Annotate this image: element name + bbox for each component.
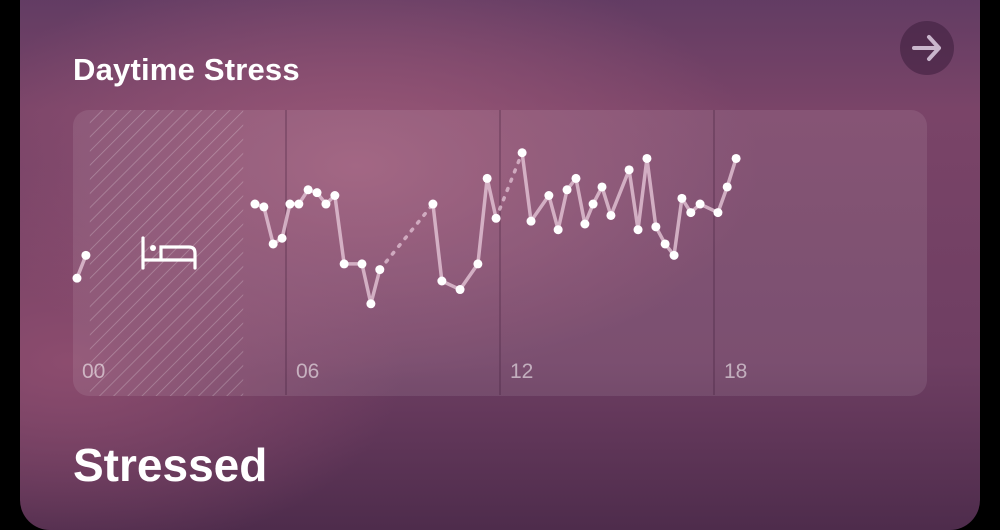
stress-point — [553, 225, 563, 235]
stress-point — [651, 222, 661, 232]
x-tick-label: 18 — [724, 360, 747, 383]
gap-dotted-line — [494, 151, 524, 221]
stress-point — [312, 188, 322, 198]
stress-point — [695, 199, 705, 209]
plot-area — [73, 110, 927, 396]
arrow-right-icon — [912, 35, 941, 61]
x-tick-label: 00 — [82, 360, 105, 383]
stress-point — [669, 250, 679, 260]
gap-dotted-line — [378, 202, 435, 272]
stress-point — [428, 199, 438, 209]
stress-point — [357, 259, 367, 269]
x-tick-label: 12 — [510, 360, 533, 383]
stress-point — [624, 165, 634, 175]
stress-point — [633, 225, 643, 235]
stress-point — [482, 173, 492, 183]
stress-point — [562, 185, 572, 195]
stress-status: Stressed — [73, 439, 268, 491]
stress-point — [544, 191, 554, 200]
stress-point — [713, 208, 723, 218]
sleep-period — [89, 110, 244, 396]
stress-point — [277, 233, 287, 243]
stress-point — [259, 202, 269, 212]
card-title: Daytime Stress — [73, 52, 300, 87]
stress-point — [303, 185, 313, 195]
stress-point — [321, 199, 331, 209]
stress-line — [520, 152, 738, 258]
stress-point — [339, 259, 349, 269]
stress-point — [81, 250, 91, 260]
open-details-button[interactable] — [900, 21, 954, 75]
stress-point — [580, 219, 590, 229]
stress-point — [597, 182, 607, 192]
stress-point — [437, 276, 447, 286]
stress-point — [72, 273, 82, 283]
stress-point — [526, 216, 536, 226]
stress-point — [642, 153, 652, 163]
stress-point — [330, 191, 340, 200]
stress-point — [455, 285, 465, 295]
stress-point — [660, 239, 670, 249]
stress-point — [366, 299, 376, 309]
stress-point — [686, 208, 696, 218]
stress-point — [606, 210, 616, 220]
stress-point — [285, 199, 295, 209]
stress-point — [268, 239, 278, 249]
x-tick-label: 06 — [296, 360, 319, 383]
stress-point — [677, 193, 687, 203]
stress-point — [722, 182, 732, 192]
stress-point — [294, 199, 304, 209]
stress-point — [250, 199, 260, 209]
stress-chart: 00 06 12 18 — [72, 110, 927, 396]
stress-point — [491, 213, 501, 223]
stress-point — [731, 153, 741, 163]
stress-point — [473, 259, 483, 269]
stress-point — [571, 173, 581, 183]
stress-point — [375, 265, 385, 275]
bed-icon — [141, 236, 197, 270]
stress-line — [431, 176, 498, 292]
stress-point — [517, 148, 527, 158]
stress-point — [588, 199, 598, 209]
